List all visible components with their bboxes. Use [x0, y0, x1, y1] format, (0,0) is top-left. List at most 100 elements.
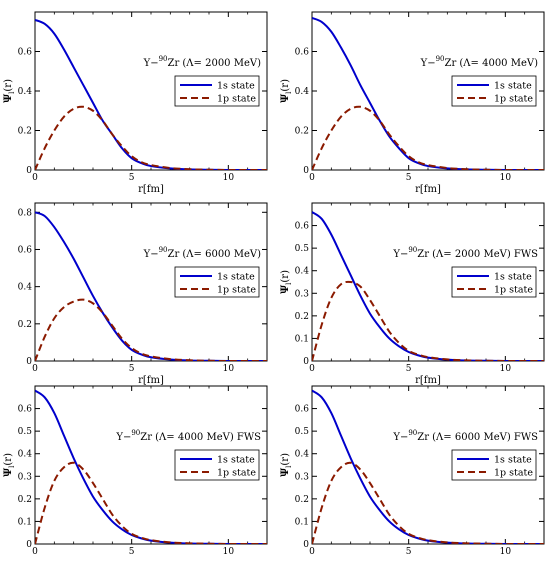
y-tick-label: 0 [26, 540, 32, 550]
y-tick-label: 0.6 [295, 405, 310, 415]
y-tick-label: 0 [303, 540, 309, 550]
x-axis-label: r[fm] [138, 184, 164, 195]
panel-title-part: Y− [392, 432, 408, 443]
x-tick-label: 5 [129, 547, 135, 557]
y-axis-label: Ψl(r) [3, 453, 16, 477]
y-tick-label: 0.1 [295, 334, 309, 344]
y-tick-label: 0.1 [18, 517, 32, 527]
x-tick-label: 0 [309, 173, 315, 183]
panel-title-superscript: 90 [436, 55, 445, 63]
chart-panel-6: 0 5 10 0 0.1 0.2 0.3 0.4 0.5 0.6 Ψl(r) Y−90Zr (Λ= 6… [280, 385, 545, 557]
panel-title-rest: Zr (Λ= 6000 MeV) FWS [417, 432, 538, 443]
y-axis-label-rest: (r) [280, 453, 291, 466]
legend-box [451, 449, 537, 481]
x-tick-label: 0 [32, 364, 38, 374]
y-tick-label: 0.6 [295, 48, 310, 58]
y-axis-label: Ψl(r) [280, 270, 293, 294]
x-tick-label: 0 [309, 364, 315, 374]
y-tick-label: 0.5 [18, 427, 33, 437]
legend-label: 1s state [494, 81, 532, 92]
y-axis-label: Ψl(r) [280, 79, 293, 103]
y-axis-label-psi: Ψ [280, 284, 291, 294]
series-line-1p [35, 298, 267, 361]
chart-panel-3: 0 5 10 0 0.2 0.4 0.6 0.8 r[fm] Y−90Zr (Λ= 6000 Me… [18, 202, 268, 386]
y-axis-label-psi: Ψ [280, 93, 291, 103]
panel-title: Y−90Zr (Λ= 2000 MeV) FWS [392, 246, 538, 260]
legend-label: 1s state [494, 272, 532, 283]
x-tick-label: 5 [129, 364, 135, 374]
series-line-1s [312, 211, 544, 361]
panel-title: Y−90Zr (Λ= 4000 MeV) FWS [115, 429, 261, 443]
x-tick-label: 5 [406, 364, 412, 374]
chart-panel-4: 0 5 10 0 0.1 0.2 0.3 0.4 0.5 0.6 r[fm] Ψl(r) Y−90Zr … [280, 202, 545, 386]
legend-label: 1p state [494, 94, 533, 105]
x-tick-label: 10 [500, 547, 512, 557]
x-tick-label: 10 [223, 364, 235, 374]
legend-label: 1s state [494, 455, 532, 466]
x-tick-label: 10 [223, 547, 235, 557]
y-tick-label: 0.1 [295, 517, 309, 527]
y-tick-label: 0.2 [18, 495, 32, 505]
series-line-1p [35, 461, 267, 544]
y-axis-label-psi: Ψ [3, 93, 14, 103]
panel-title-part: Y− [143, 58, 159, 69]
legend-box [451, 266, 537, 298]
legend-box [174, 449, 260, 481]
legend-label: 1s state [217, 81, 255, 92]
series-line-1p [35, 105, 267, 170]
panel-title-rest: Zr (Λ= 2000 MeV) FWS [417, 249, 538, 260]
panel-title: Y−90Zr (Λ= 6000 MeV) FWS [392, 429, 538, 443]
panel-title-part: Y− [392, 249, 408, 260]
x-axis-label: r[fm] [415, 375, 441, 386]
y-tick-label: 0.3 [295, 289, 310, 299]
y-tick-label: 0.2 [18, 127, 32, 137]
y-tick-label: 0.2 [18, 320, 32, 330]
series-line-1p [312, 105, 544, 170]
y-tick-label: 0.6 [18, 405, 33, 415]
panel-title-superscript: 90 [408, 429, 417, 437]
x-tick-label: 5 [129, 173, 135, 183]
y-axis-label-rest: (r) [280, 79, 291, 92]
y-tick-label: 0.5 [295, 427, 310, 437]
panel-title-superscript: 90 [159, 246, 168, 254]
y-tick-label: 0.3 [295, 472, 310, 482]
y-axis-label-psi: Ψ [280, 467, 291, 477]
x-tick-label: 0 [32, 173, 38, 183]
y-tick-label: 0.4 [295, 267, 310, 277]
y-tick-label: 0.5 [295, 244, 310, 254]
legend-label: 1p state [494, 285, 533, 296]
legend-label: 1p state [217, 468, 256, 479]
y-tick-label: 0 [26, 166, 32, 176]
y-tick-label: 0.6 [295, 222, 310, 232]
panel-title: Y−90Zr (Λ= 4000 MeV) [420, 55, 539, 69]
series-line-1p [312, 461, 544, 544]
y-axis-label-sub: l [8, 465, 16, 468]
y-tick-label: 0.4 [18, 87, 33, 97]
y-axis-label-sub: l [285, 282, 293, 285]
y-tick-label: 0.4 [18, 283, 33, 293]
panel-title-superscript: 90 [159, 55, 168, 63]
panel-title-part: Y− [115, 432, 131, 443]
panel-title: Y−90Zr (Λ= 6000 MeV) [143, 246, 262, 260]
x-axis-label: r[fm] [415, 184, 441, 195]
y-axis-label-rest: (r) [3, 79, 14, 92]
y-tick-label: 0.4 [295, 450, 310, 460]
panel-title-rest: Zr (Λ= 4000 MeV) FWS [140, 432, 261, 443]
panel-title-part: Y− [143, 249, 159, 260]
y-tick-label: 0.4 [295, 87, 310, 97]
y-axis-label-rest: (r) [280, 270, 291, 283]
legend-label: 1p state [217, 94, 256, 105]
chart-panel-5: 0 5 10 0 0.1 0.2 0.3 0.4 0.5 0.6 Ψl(r) Y−90Zr (Λ= 4… [3, 385, 268, 557]
y-tick-label: 0 [303, 357, 309, 367]
x-axis-label: r[fm] [138, 375, 164, 386]
y-tick-label: 0.2 [295, 495, 309, 505]
legend-box [174, 75, 260, 107]
panel-title-superscript: 90 [131, 429, 140, 437]
y-tick-label: 0.8 [18, 208, 33, 218]
x-tick-label: 5 [406, 173, 412, 183]
y-tick-label: 0 [303, 166, 309, 176]
y-tick-label: 0.6 [18, 245, 33, 255]
y-axis-label-sub: l [285, 465, 293, 468]
legend-label: 1s state [217, 455, 255, 466]
